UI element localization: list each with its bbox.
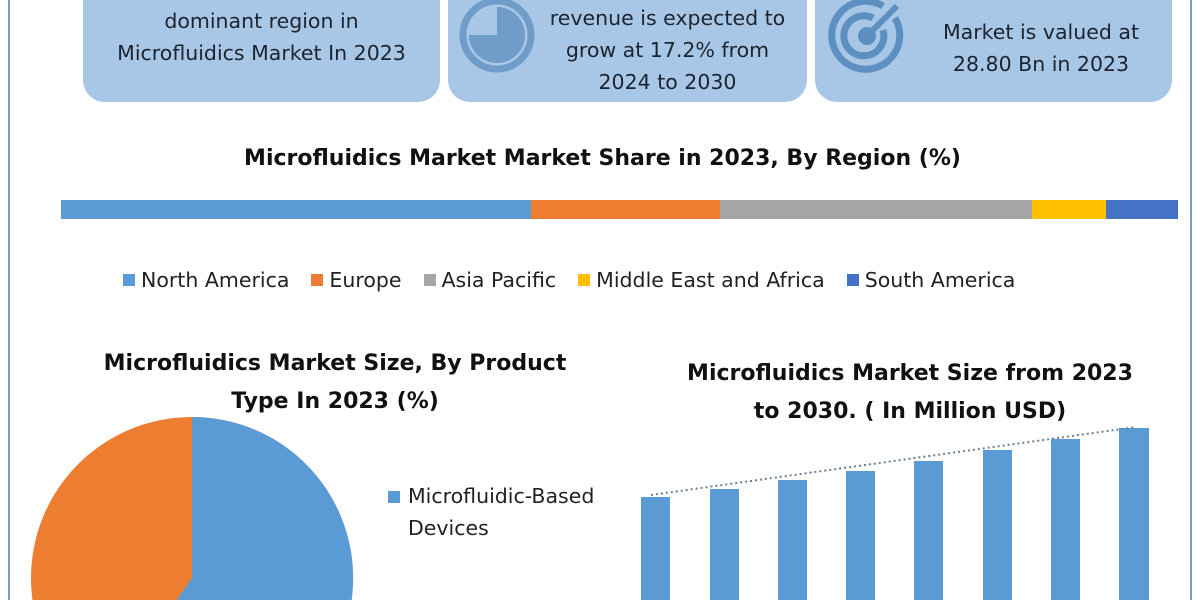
bar-2026 [846, 471, 875, 600]
market-size-title: Microfluidics Market Size from 2023 to 2… [660, 355, 1160, 431]
pie-title-line2: Type In 2023 (%) [231, 389, 439, 414]
bar-2025 [778, 480, 807, 600]
bar-title-line1: Microfluidics Market Size from 2023 [687, 361, 1133, 386]
legend-label: South America [864, 268, 1016, 292]
pie-clock-icon [459, 0, 535, 73]
bar-2024 [710, 489, 739, 600]
card-value-line1: Market is valued at [942, 20, 1139, 44]
card-region-line2: Microfluidics Market In 2023 [117, 41, 406, 65]
market-size-bar-chart [641, 426, 1149, 600]
legend-mea: Middle East and Africa [578, 268, 825, 292]
swatch-asia-pacific [423, 274, 436, 286]
legend-label-cont: Devices [408, 516, 489, 540]
card-value-text: Market is valued at 28.80 Bn in 2023 [910, 16, 1172, 80]
bar-2028 [983, 450, 1012, 600]
legend-label: Microfluidic-Based [408, 484, 595, 508]
swatch-mea [578, 274, 591, 286]
swatch-devices [388, 491, 400, 503]
legend-label: Middle East and Africa [596, 268, 825, 292]
segment-europe [530, 200, 720, 219]
swatch-europe [311, 274, 324, 286]
legend-label: North America [141, 268, 290, 292]
info-card-value: Market is valued at 28.80 Bn in 2023 [815, 0, 1172, 102]
region-share-stacked-bar [61, 200, 1178, 219]
card-value-line2: 28.80 Bn in 2023 [952, 52, 1130, 76]
legend-label: Asia Pacific [441, 268, 557, 292]
segment-asia-pacific [719, 200, 1032, 219]
legend-europe: Europe [311, 268, 402, 292]
segment-south-america [1105, 200, 1178, 219]
card-region-line1: dominant region in [164, 9, 359, 33]
legend-south-america: South America [846, 268, 1016, 292]
segment-north-america [61, 200, 531, 219]
segment-mea [1031, 200, 1106, 219]
pie-legend-item-devices: Microfluidic-Based [388, 480, 594, 512]
bar-2023 [641, 497, 670, 600]
pie-chart-title: Microfluidics Market Size, By Product Ty… [60, 345, 610, 421]
pie-legend: Microfluidic-Based Devices [388, 480, 594, 544]
legend-asia-pacific: Asia Pacific [423, 268, 557, 292]
card-region-text: dominant region in Microfluidics Market … [83, 5, 440, 69]
swatch-north-america [123, 274, 135, 286]
left-frame-border [8, 0, 10, 600]
bar-2027 [914, 461, 943, 600]
legend-label: Europe [329, 268, 402, 292]
right-frame-border [1190, 0, 1192, 600]
info-card-region: dominant region in Microfluidics Market … [83, 0, 440, 102]
bar-2029 [1051, 439, 1080, 600]
trendline [650, 426, 1137, 496]
bar-2030 [1119, 428, 1149, 600]
swatch-south-america [846, 274, 859, 286]
region-share-title: Microfluidics Market Market Share in 202… [244, 146, 961, 171]
bar-title-line2: to 2030. ( In Million USD) [753, 399, 1067, 424]
legend-north-america: North America [123, 268, 289, 292]
target-icon [828, 0, 904, 73]
pie-title-line1: Microfluidics Market Size, By Product [103, 351, 567, 376]
card-growth-line2: grow at 17.2% from [565, 38, 770, 62]
card-growth-line1: revenue is expected to [549, 6, 786, 30]
product-type-pie-chart [31, 417, 354, 600]
card-growth-text: revenue is expected to grow at 17.2% fro… [528, 2, 807, 98]
region-legend: North America Europe Asia Pacific Middle… [123, 268, 1037, 292]
info-card-growth: revenue is expected to grow at 17.2% fro… [448, 0, 807, 102]
card-growth-line3: 2024 to 2030 [598, 70, 737, 94]
